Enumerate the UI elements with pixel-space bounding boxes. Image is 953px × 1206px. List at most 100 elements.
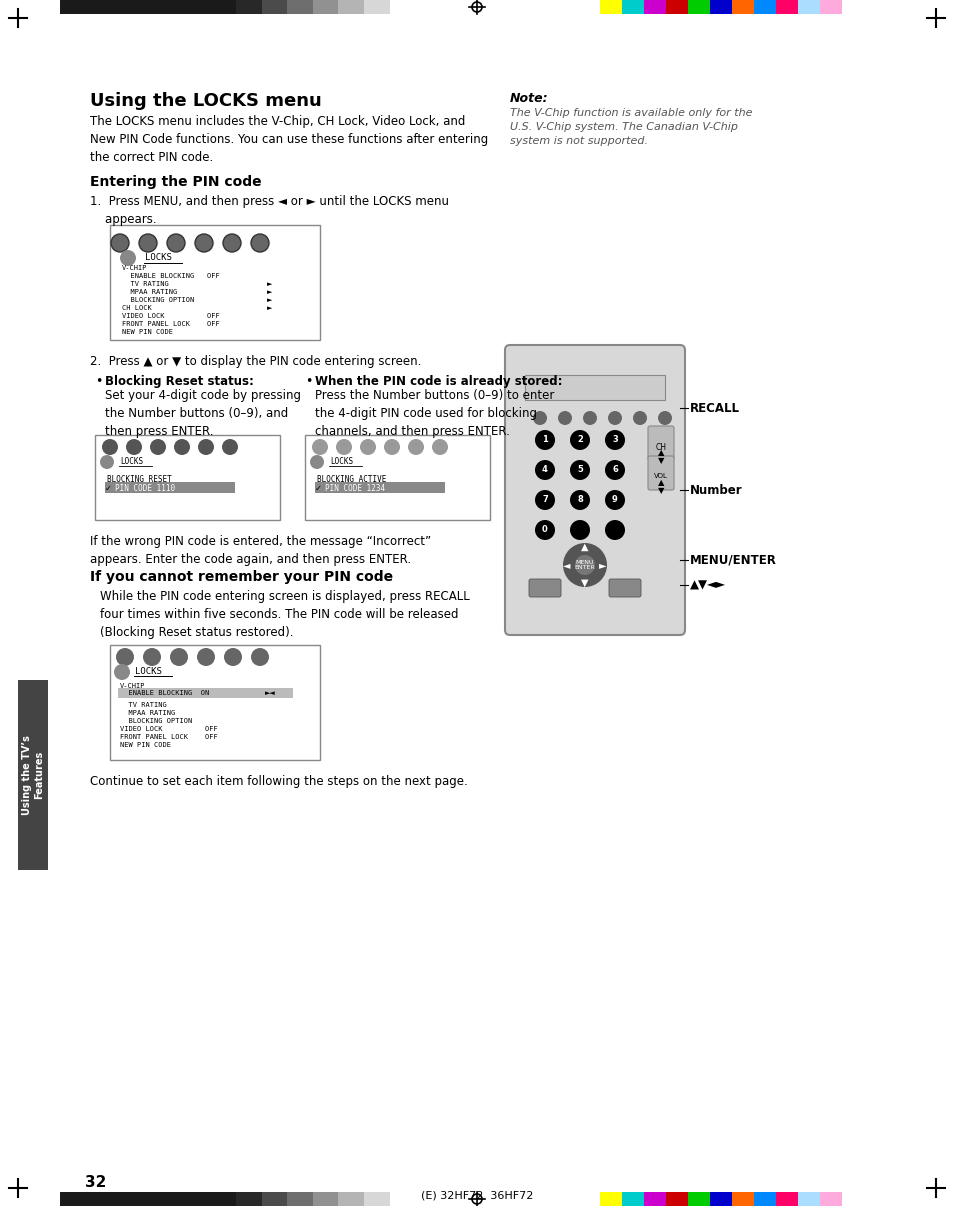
Circle shape [633, 411, 646, 425]
Circle shape [196, 648, 214, 666]
Bar [364, 1192, 389, 1206]
Text: 32: 32 [85, 1175, 107, 1190]
Circle shape [535, 459, 555, 480]
Text: ▼: ▼ [657, 456, 663, 466]
Text: 2: 2 [577, 435, 582, 445]
Text: Note:: Note: [510, 92, 548, 105]
Bar [364, 0, 389, 14]
Bar [599, 0, 621, 14]
Bar [261, 0, 287, 14]
Text: 0: 0 [541, 526, 547, 534]
Circle shape [198, 439, 213, 455]
Text: While the PIN code entering screen is displayed, press RECALL
four times within : While the PIN code entering screen is di… [100, 590, 469, 639]
Bar [235, 0, 261, 14]
Text: Using the TV’s
Features: Using the TV’s Features [22, 736, 44, 815]
Circle shape [562, 543, 606, 587]
Text: CH LOCK: CH LOCK [122, 305, 152, 311]
Bar [118, 687, 293, 698]
Text: PIN CODE 1234: PIN CODE 1234 [325, 484, 385, 493]
Text: Continue to set each item following the steps on the next page.: Continue to set each item following the … [90, 775, 467, 788]
Text: •: • [95, 375, 102, 388]
Text: ►: ► [267, 305, 273, 311]
Text: Set your 4-digit code by pressing
the Number buttons (0–9), and
then press ENTER: Set your 4-digit code by pressing the Nu… [105, 390, 301, 438]
Circle shape [251, 234, 269, 252]
Circle shape [604, 520, 624, 540]
Text: RECALL: RECALL [689, 402, 740, 415]
Bar [665, 0, 687, 14]
Text: MENU
ENTER: MENU ENTER [574, 560, 595, 570]
Text: 5: 5 [577, 466, 582, 474]
Text: FRONT PANEL LOCK    OFF: FRONT PANEL LOCK OFF [120, 734, 217, 740]
Bar [599, 1192, 621, 1206]
Text: ✓: ✓ [314, 484, 322, 493]
Bar [753, 0, 775, 14]
Circle shape [113, 665, 130, 680]
Circle shape [658, 411, 671, 425]
Text: Blocking Reset status:: Blocking Reset status: [105, 375, 253, 388]
Bar [18, 680, 48, 870]
Circle shape [569, 459, 589, 480]
Text: 1.  Press MENU, and then press ◄ or ► until the LOCKS menu
    appears.: 1. Press MENU, and then press ◄ or ► unt… [90, 195, 449, 226]
Circle shape [607, 411, 621, 425]
Text: 1: 1 [541, 435, 547, 445]
Bar [775, 0, 797, 14]
Text: If the wrong PIN code is entered, the message “Incorrect”
appears. Enter the cod: If the wrong PIN code is entered, the me… [90, 535, 431, 566]
Bar [338, 0, 364, 14]
Circle shape [604, 431, 624, 450]
Text: ▲: ▲ [657, 447, 663, 457]
Circle shape [222, 439, 237, 455]
Bar [643, 1192, 665, 1206]
Circle shape [604, 459, 624, 480]
Circle shape [384, 439, 399, 455]
Bar [287, 0, 313, 14]
Circle shape [582, 411, 597, 425]
Text: ►◄: ►◄ [265, 690, 275, 696]
Circle shape [143, 648, 161, 666]
Text: (E) 32HF72  36HF72: (E) 32HF72 36HF72 [420, 1190, 533, 1200]
Text: ▼: ▼ [580, 578, 588, 589]
Circle shape [533, 411, 546, 425]
Bar [731, 1192, 753, 1206]
Text: Press the Number buttons (0–9) to enter
the 4-digit PIN code used for blocking
c: Press the Number buttons (0–9) to enter … [314, 390, 554, 438]
Circle shape [558, 411, 572, 425]
Text: FRONT PANEL LOCK    OFF: FRONT PANEL LOCK OFF [122, 321, 219, 327]
Text: 2.  Press ▲ or ▼ to display the PIN code entering screen.: 2. Press ▲ or ▼ to display the PIN code … [90, 355, 421, 368]
Text: ENABLE BLOCKING   OFF: ENABLE BLOCKING OFF [122, 273, 219, 279]
Text: •: • [305, 375, 312, 388]
Bar [338, 1192, 364, 1206]
Circle shape [173, 439, 190, 455]
Text: 3: 3 [612, 435, 618, 445]
Bar [105, 482, 234, 493]
Text: ✓: ✓ [105, 484, 112, 493]
Text: If you cannot remember your PIN code: If you cannot remember your PIN code [90, 570, 393, 584]
Circle shape [116, 648, 133, 666]
Bar [110, 645, 319, 760]
Text: BLOCKING ACTIVE: BLOCKING ACTIVE [316, 475, 386, 484]
Bar [731, 0, 753, 14]
Bar [797, 1192, 820, 1206]
Circle shape [575, 555, 595, 575]
Text: 8: 8 [577, 496, 582, 504]
Circle shape [535, 431, 555, 450]
FancyBboxPatch shape [529, 579, 560, 597]
Bar [709, 0, 731, 14]
Text: ►: ► [267, 289, 273, 295]
Circle shape [102, 439, 118, 455]
Bar [753, 1192, 775, 1206]
Bar [60, 1192, 235, 1206]
Text: ▲: ▲ [580, 541, 588, 552]
Bar [313, 1192, 338, 1206]
Bar [621, 1192, 643, 1206]
Text: 4: 4 [541, 466, 547, 474]
Circle shape [224, 648, 242, 666]
Text: Using the LOCKS menu: Using the LOCKS menu [90, 92, 321, 110]
Circle shape [310, 455, 324, 469]
Bar [709, 1192, 731, 1206]
Text: ◄: ◄ [562, 560, 570, 570]
Bar [95, 435, 280, 520]
Circle shape [150, 439, 166, 455]
Bar [687, 0, 709, 14]
Text: NEW PIN CODE: NEW PIN CODE [120, 742, 171, 748]
Circle shape [167, 234, 185, 252]
Text: The LOCKS menu includes the V-Chip, CH Lock, Video Lock, and
New PIN Code functi: The LOCKS menu includes the V-Chip, CH L… [90, 115, 488, 164]
